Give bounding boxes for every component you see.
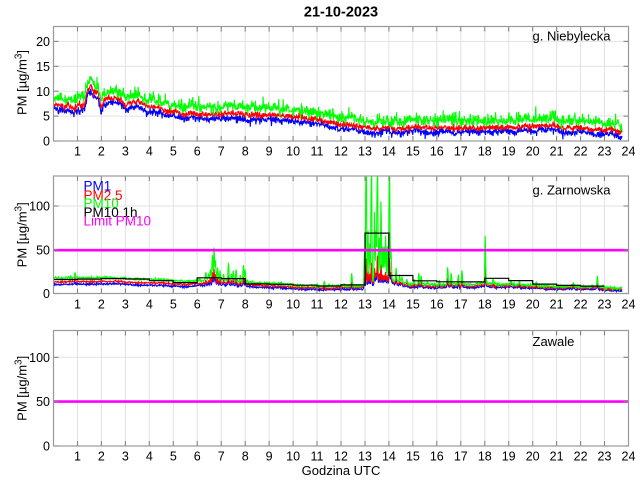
svg-text:20: 20 — [36, 35, 50, 49]
svg-text:9: 9 — [266, 449, 273, 463]
svg-text:4: 4 — [146, 449, 153, 463]
svg-text:20: 20 — [526, 298, 540, 312]
svg-text:6: 6 — [194, 145, 201, 159]
svg-text:3: 3 — [122, 298, 129, 312]
svg-text:16: 16 — [430, 449, 444, 463]
svg-text:0: 0 — [43, 287, 50, 301]
svg-text:7: 7 — [218, 298, 225, 312]
svg-text:18: 18 — [478, 145, 492, 159]
svg-text:g. Niebylecka: g. Niebylecka — [533, 29, 612, 44]
svg-text:7: 7 — [218, 449, 225, 463]
svg-text:9: 9 — [266, 298, 273, 312]
svg-text:21: 21 — [550, 449, 564, 463]
svg-text:3: 3 — [122, 449, 129, 463]
svg-text:0: 0 — [43, 135, 50, 149]
svg-text:6: 6 — [194, 298, 201, 312]
svg-text:19: 19 — [502, 145, 516, 159]
svg-text:13: 13 — [358, 449, 372, 463]
svg-text:18: 18 — [478, 298, 492, 312]
svg-text:24: 24 — [622, 145, 636, 159]
svg-text:15: 15 — [406, 449, 420, 463]
svg-text:10: 10 — [36, 85, 50, 99]
svg-text:16: 16 — [430, 145, 444, 159]
svg-text:100: 100 — [29, 351, 50, 365]
svg-text:23: 23 — [598, 145, 612, 159]
svg-text:10: 10 — [286, 449, 300, 463]
svg-text:15: 15 — [406, 298, 420, 312]
svg-text:8: 8 — [242, 449, 249, 463]
svg-text:20: 20 — [526, 145, 540, 159]
svg-text:14: 14 — [382, 298, 396, 312]
svg-text:21: 21 — [550, 298, 564, 312]
svg-text:0: 0 — [43, 440, 50, 454]
svg-text:22: 22 — [574, 298, 588, 312]
svg-text:23: 23 — [598, 298, 612, 312]
svg-text:13: 13 — [358, 298, 372, 312]
svg-text:21-10-2023: 21-10-2023 — [304, 4, 378, 20]
svg-text:11: 11 — [311, 145, 324, 159]
svg-text:11: 11 — [311, 298, 324, 312]
svg-text:10: 10 — [286, 298, 300, 312]
svg-text:12: 12 — [334, 145, 348, 159]
svg-text:4: 4 — [146, 145, 153, 159]
svg-text:1: 1 — [74, 298, 81, 312]
svg-text:17: 17 — [454, 145, 468, 159]
svg-text:Godzina UTC: Godzina UTC — [302, 463, 381, 478]
svg-text:17: 17 — [454, 298, 468, 312]
svg-text:16: 16 — [430, 298, 444, 312]
svg-text:4: 4 — [146, 298, 153, 312]
svg-text:Limit PM10: Limit PM10 — [84, 214, 152, 229]
svg-text:PM10: PM10 — [84, 196, 119, 211]
svg-text:PM [µg/m3]: PM [µg/m3] — [14, 50, 30, 115]
svg-text:14: 14 — [382, 145, 396, 159]
svg-text:13: 13 — [358, 145, 372, 159]
svg-text:10: 10 — [286, 145, 300, 159]
svg-text:8: 8 — [242, 298, 249, 312]
svg-text:50: 50 — [36, 243, 50, 257]
svg-text:15: 15 — [36, 60, 50, 74]
svg-text:15: 15 — [406, 145, 420, 159]
svg-text:14: 14 — [382, 449, 396, 463]
svg-text:1: 1 — [74, 145, 81, 159]
svg-text:2: 2 — [98, 449, 105, 463]
svg-text:PM1: PM1 — [84, 179, 112, 194]
svg-text:100: 100 — [29, 200, 50, 214]
svg-text:5: 5 — [170, 145, 177, 159]
svg-text:11: 11 — [311, 449, 324, 463]
svg-text:g. Zarnowska: g. Zarnowska — [533, 183, 612, 198]
svg-text:23: 23 — [598, 449, 612, 463]
svg-text:5: 5 — [170, 298, 177, 312]
svg-text:3: 3 — [122, 145, 129, 159]
svg-text:7: 7 — [218, 145, 225, 159]
svg-text:9: 9 — [266, 145, 273, 159]
svg-text:1: 1 — [74, 449, 81, 463]
svg-text:17: 17 — [454, 449, 468, 463]
svg-text:21: 21 — [550, 145, 564, 159]
svg-text:20: 20 — [526, 449, 540, 463]
svg-text:PM [µg/m3]: PM [µg/m3] — [14, 356, 30, 421]
svg-text:19: 19 — [502, 449, 516, 463]
svg-text:2: 2 — [98, 145, 105, 159]
svg-text:24: 24 — [622, 298, 636, 312]
svg-text:22: 22 — [574, 449, 588, 463]
svg-text:19: 19 — [502, 298, 516, 312]
svg-text:24: 24 — [622, 449, 636, 463]
svg-text:PM10 1h: PM10 1h — [84, 205, 138, 220]
svg-text:22: 22 — [574, 145, 588, 159]
svg-text:PM2.5: PM2.5 — [84, 188, 123, 203]
svg-text:50: 50 — [36, 395, 50, 409]
svg-text:12: 12 — [334, 298, 348, 312]
svg-text:18: 18 — [478, 449, 492, 463]
svg-text:12: 12 — [334, 449, 348, 463]
svg-text:8: 8 — [242, 145, 249, 159]
svg-text:Zawale: Zawale — [533, 334, 575, 349]
svg-text:6: 6 — [194, 449, 201, 463]
svg-text:5: 5 — [170, 449, 177, 463]
svg-text:PM [µg/m3]: PM [µg/m3] — [14, 202, 30, 267]
svg-text:2: 2 — [98, 298, 105, 312]
svg-text:5: 5 — [43, 110, 50, 124]
